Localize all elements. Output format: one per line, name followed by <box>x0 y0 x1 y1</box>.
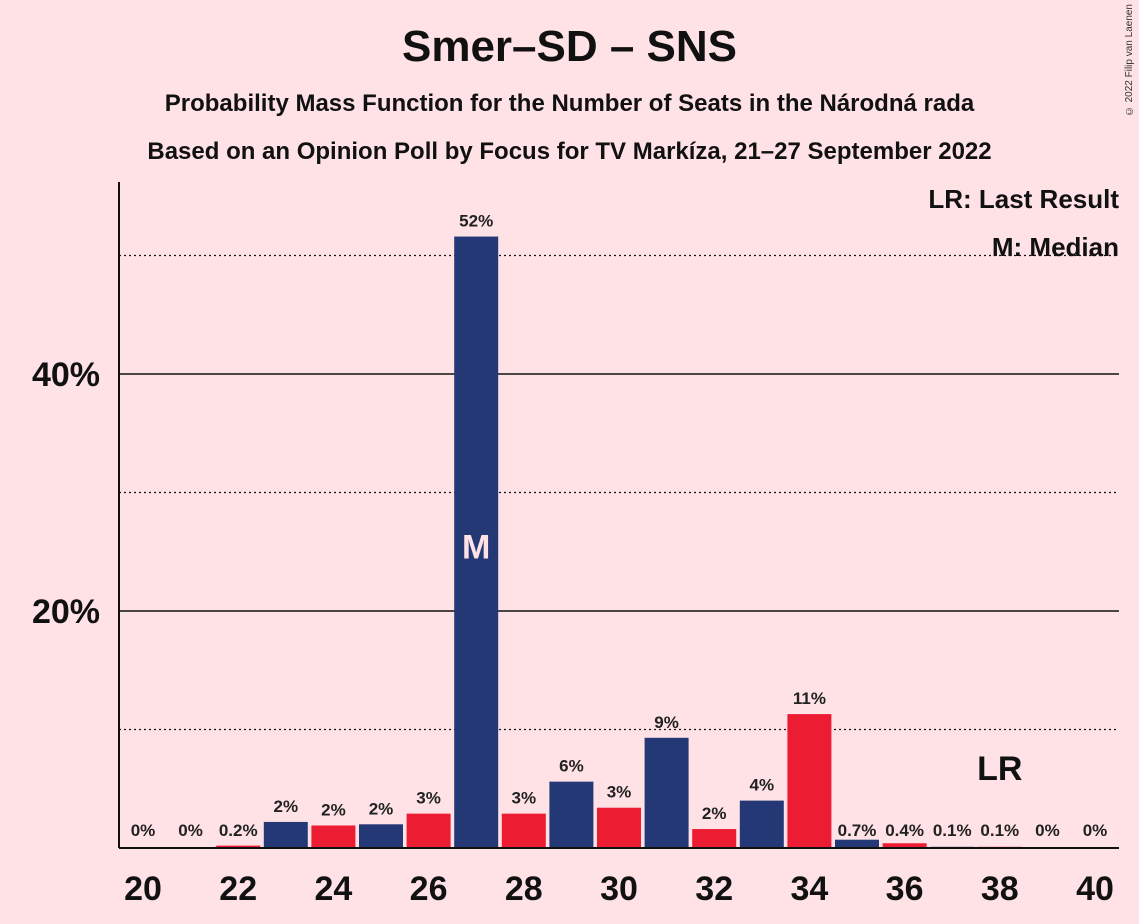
legend-last-result: LR: Last Result <box>928 184 1119 214</box>
bar <box>501 813 546 848</box>
data-label: 11% <box>793 689 826 708</box>
last-result-marker: LR <box>977 750 1022 788</box>
bar <box>216 845 261 848</box>
chart-subtitle-source: Based on an Opinion Poll by Focus for TV… <box>147 138 992 165</box>
data-label: 2% <box>369 799 394 818</box>
data-label: 2% <box>321 800 346 819</box>
bar <box>739 800 784 848</box>
bar <box>644 737 689 848</box>
bar <box>835 839 879 848</box>
x-tick-label: 22 <box>219 870 257 908</box>
bar <box>263 821 308 848</box>
legend-median: M: Median <box>991 232 1119 262</box>
data-label: 3% <box>607 783 632 802</box>
x-tick-label: 28 <box>505 870 543 908</box>
bar <box>597 807 641 848</box>
data-label: 52% <box>459 212 493 231</box>
data-label: 9% <box>654 713 679 732</box>
chart-subtitle: Probability Mass Function for the Number… <box>164 90 975 117</box>
data-label: 0% <box>1035 821 1060 840</box>
x-tick-label: 20 <box>124 870 162 908</box>
data-label: 0% <box>178 821 203 840</box>
data-label: 0.7% <box>838 821 877 840</box>
bar <box>549 781 594 848</box>
median-marker: M <box>462 529 490 567</box>
data-label: 0.1% <box>980 821 1019 840</box>
data-label: 4% <box>750 776 775 795</box>
data-label: 3% <box>416 789 441 808</box>
data-label: 2% <box>702 804 727 823</box>
bar <box>359 824 403 848</box>
data-label: 0% <box>131 821 156 840</box>
y-tick-label: 20% <box>32 593 100 631</box>
data-label: 6% <box>559 757 584 776</box>
x-tick-label: 24 <box>314 870 352 908</box>
data-label: 0% <box>1083 821 1108 840</box>
bar <box>882 843 927 848</box>
bar <box>692 829 737 848</box>
bar <box>406 813 451 848</box>
x-tick-label: 36 <box>886 870 924 908</box>
x-tick-label: 40 <box>1076 870 1114 908</box>
x-tick-label: 30 <box>600 870 638 908</box>
data-label: 2% <box>274 797 299 816</box>
label-mask <box>448 210 505 231</box>
bar <box>454 236 499 849</box>
data-label: 0.4% <box>885 821 924 840</box>
y-tick-label: 40% <box>32 356 100 394</box>
data-label: 0.2% <box>219 821 258 840</box>
chart-title: Smer–SD – SNS <box>401 22 738 71</box>
x-tick-label: 34 <box>790 870 828 908</box>
bar <box>787 714 832 848</box>
x-tick-label: 38 <box>981 870 1019 908</box>
data-label: 0.1% <box>933 821 972 840</box>
data-label: 3% <box>512 789 537 808</box>
x-tick-label: 26 <box>410 870 448 908</box>
bar <box>311 825 356 848</box>
x-tick-label: 32 <box>695 870 733 908</box>
